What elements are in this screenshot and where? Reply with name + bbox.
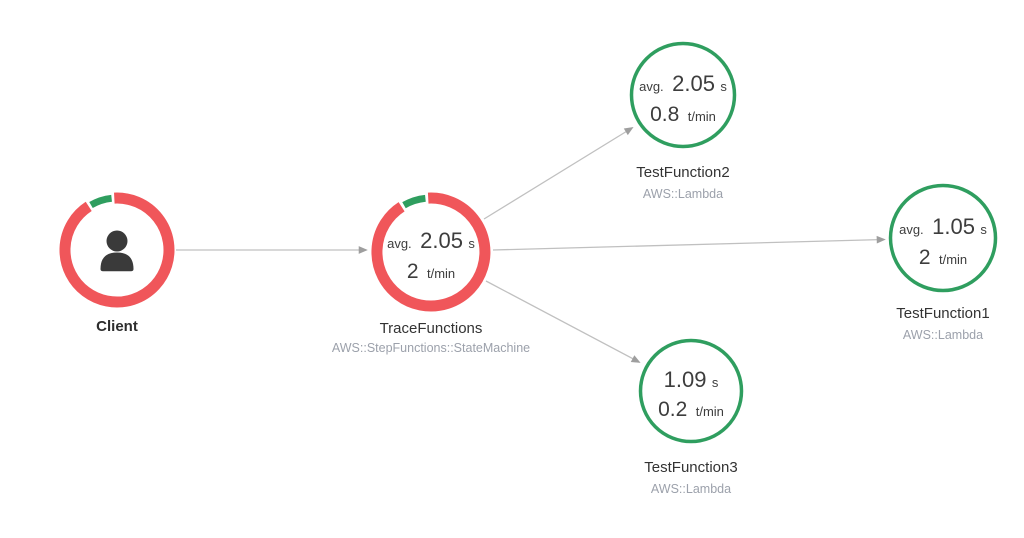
ok-ring <box>638 338 744 444</box>
ok-ring-segment <box>402 194 426 209</box>
node-rate-metric: 0.2 t/min <box>658 398 724 421</box>
node-latency-metric: avg. 2.05 s <box>387 228 475 253</box>
node-title: TestFunction2 <box>636 164 729 181</box>
node-title: TraceFunctions <box>380 320 483 337</box>
edges-layer <box>176 127 886 363</box>
node-testfunction1[interactable]: avg. 1.05 s 2 t/min TestFunction1 AWS::L… <box>888 183 998 343</box>
edge-tracefunctions-testfunction1[interactable] <box>492 235 886 251</box>
node-rate-metric: 2 t/min <box>919 246 967 269</box>
node-subtitle: AWS::StepFunctions::StateMachine <box>332 341 530 355</box>
edge-tracefunctions-testfunction2[interactable] <box>483 127 634 220</box>
ok-ring <box>888 183 998 293</box>
edge-tracefunctions-testfunction3[interactable] <box>485 280 641 363</box>
fault-ring-arc <box>59 192 175 308</box>
node-client[interactable]: Client <box>59 192 175 335</box>
ok-ring-segment <box>89 194 113 209</box>
node-title: TestFunction1 <box>896 305 989 322</box>
node-title: TestFunction3 <box>644 459 737 476</box>
node-subtitle: AWS::Lambda <box>651 482 731 496</box>
ok-ring <box>629 41 737 149</box>
node-latency-metric: avg. 1.05 s <box>899 214 987 239</box>
node-latency-metric: 1.09 s <box>664 367 719 392</box>
node-subtitle: AWS::Lambda <box>903 328 983 342</box>
node-rate-metric: 0.8 t/min <box>650 103 716 126</box>
node-rate-metric: 2 t/min <box>407 260 455 283</box>
user-icon <box>100 230 134 272</box>
node-title: Client <box>96 318 138 335</box>
node-testfunction3[interactable]: 1.09 s 0.2 t/min TestFunction3 AWS::Lamb… <box>638 338 744 497</box>
node-testfunction2[interactable]: avg. 2.05 s 0.8 t/min TestFunction2 AWS:… <box>629 41 737 202</box>
fault-ring-arc <box>371 192 491 312</box>
node-tracefunctions[interactable]: avg. 2.05 s 2 t/min TraceFunctions AWS::… <box>332 192 530 355</box>
node-latency-metric: avg. 2.05 s <box>639 71 727 96</box>
node-subtitle: AWS::Lambda <box>643 187 723 201</box>
